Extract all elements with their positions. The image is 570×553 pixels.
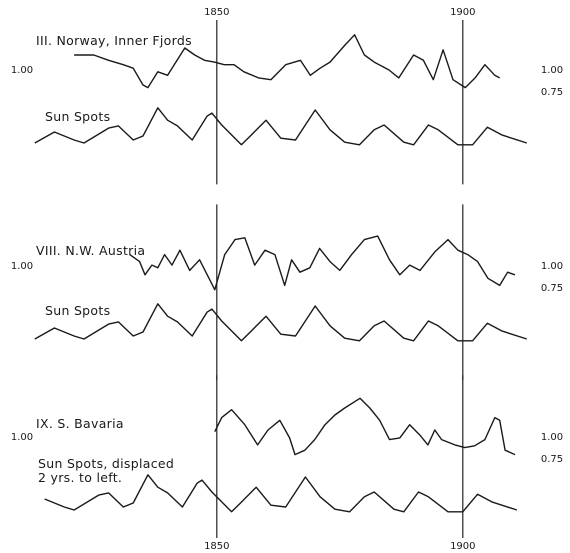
series-line xyxy=(34,303,528,342)
x-tick-label: 1900 xyxy=(450,7,475,18)
series-label: Sun Spots, displaced 2 yrs. to left. xyxy=(38,456,175,485)
y-tick-label: 1.00 xyxy=(11,65,33,76)
series-line xyxy=(34,107,528,146)
y-tick-label-right: 1.00 xyxy=(541,432,563,443)
y-tick-label-right: 0.75 xyxy=(541,283,563,294)
y-tick-label: 1.00 xyxy=(11,261,33,272)
series-label: IX. S. Bavaria xyxy=(36,416,124,431)
series-label: VIII. N.W. Austria xyxy=(36,243,146,258)
series-label: III. Norway, Inner Fjords xyxy=(36,33,192,48)
x-tick-label: 1900 xyxy=(450,541,475,552)
y-tick-label-right: 0.75 xyxy=(541,454,563,465)
x-tick-label: 1850 xyxy=(204,541,229,552)
series-line xyxy=(214,397,516,456)
y-tick-label: 1.00 xyxy=(11,432,33,443)
series-label: Sun Spots xyxy=(45,303,111,318)
y-tick-label-right: 1.00 xyxy=(541,261,563,272)
y-tick-label-right: 0.75 xyxy=(541,87,563,98)
x-tick-label: 1850 xyxy=(204,7,229,18)
series-line xyxy=(129,235,516,291)
series-label: Sun Spots xyxy=(45,109,111,124)
series-line xyxy=(74,34,501,89)
y-tick-label-right: 1.00 xyxy=(541,65,563,76)
series-line xyxy=(44,474,518,513)
